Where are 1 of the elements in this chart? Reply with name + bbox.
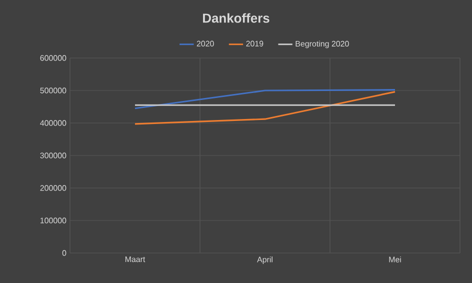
- chart-title: Dankoffers: [203, 13, 270, 23]
